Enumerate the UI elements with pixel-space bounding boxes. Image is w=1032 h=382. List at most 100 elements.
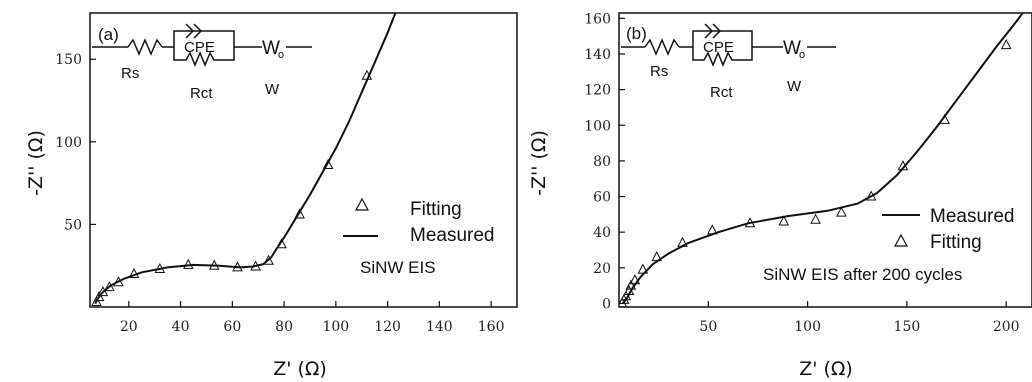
- panel-a-x-tick-label: 60: [223, 319, 241, 335]
- panel-a-fitting-point: [113, 276, 124, 287]
- panel-b-warburg-subscript: o: [799, 49, 805, 61]
- panel-a-y-tick-label: 50: [64, 217, 82, 233]
- panel-b-y-tick-label: 160: [584, 11, 611, 27]
- panel-b-plot-area: 50 100 150 200 0 20 40 60 80 100 120 140 160: [584, 11, 1032, 335]
- panel-b-warburg-element: W o: [783, 38, 805, 61]
- panel-a-rct-label: Rct: [190, 85, 213, 102]
- panel-b-fitting-point: [625, 279, 637, 290]
- panel-b-axes-frame: [618, 12, 1032, 308]
- panel-b-fitting-point: [677, 236, 688, 247]
- panel-b-rs-label: Rs: [650, 63, 668, 80]
- panel-b-fitting-point: [623, 284, 635, 295]
- panel-b-cpe-label: CPE: [703, 39, 734, 56]
- panel-b-legend-measured-label: Measured: [930, 206, 1015, 227]
- panel-a-y-tick-label: 100: [55, 135, 82, 151]
- panel-b-fitting-point: [744, 217, 756, 228]
- panel-b-fitting-point: [651, 251, 663, 262]
- panel-a-legend-fitting-label: Fitting: [410, 199, 462, 220]
- panel-b-fitting-point: [778, 215, 790, 226]
- panel-a-y-tick-label: 150: [55, 52, 82, 68]
- panel-b-y-tick-label: 80: [593, 154, 611, 170]
- panel-b-fitting-point: [620, 290, 632, 301]
- panel-a-x-tick-label: 120: [374, 319, 401, 335]
- panel-b-fitting-point: [706, 224, 718, 235]
- panel-b-x-tick-label: 50: [699, 319, 717, 335]
- panel-b-y-tick-label: 0: [602, 296, 611, 312]
- panel-a-cpe-label: CPE: [184, 39, 215, 56]
- panel-a-fitting-point: [183, 258, 194, 269]
- panel-a-rct-bottom-branch: [173, 47, 235, 67]
- panel-a-fitting-point: [294, 208, 305, 219]
- panel-b-rs-resistor-zigzag: [644, 38, 680, 56]
- panel-a-data-layer: [91, 13, 397, 307]
- panel-a-circuit-diagram: [92, 23, 312, 67]
- panel-b-rct-bottom-branch: [692, 47, 753, 67]
- panel-a-x-tick-label: 100: [322, 319, 349, 335]
- panel-b-fitting-point: [836, 206, 847, 217]
- panel-b-legend-fitting-label: Fitting: [930, 232, 982, 253]
- panel-a-fitting-point: [250, 260, 261, 271]
- panel-a-fitting-point: [97, 286, 109, 297]
- panel-b-fitting-point: [629, 274, 641, 285]
- panel-b-fitting-point: [865, 190, 877, 201]
- panel-b-warburg-symbol: W: [783, 38, 801, 59]
- panel-a-fitting-point: [232, 261, 243, 272]
- panel-b-cpe-arrow: [704, 23, 722, 39]
- panel-a-x-tick-label: 80: [275, 319, 293, 335]
- panel-a-legend: Fitting Measured: [343, 197, 495, 246]
- panel-b-fitting-point: [897, 160, 909, 171]
- panel-b-warburg-label: W: [787, 78, 802, 95]
- panel-b-y-tick-label: 120: [584, 83, 611, 99]
- panel-a-fitting-point: [361, 69, 373, 80]
- panel-a-measured-line: [94, 13, 397, 305]
- panel-a-chart: 20 40 60 80 100 120 140 160 50 100 150 (a) CPE W o…: [25, 12, 518, 380]
- panel-a-cpe-arrow: [185, 23, 203, 39]
- panel-a-warburg-symbol: W: [262, 38, 280, 59]
- panel-a-fitting-point: [208, 259, 220, 270]
- panel-a-x-tick-label: 160: [478, 319, 505, 335]
- panel-a-warburg-element: W o: [262, 38, 284, 61]
- panel-a-warburg-subscript: o: [278, 49, 284, 61]
- panel-b-data-layer: [619, 13, 1024, 307]
- panel-a-rs-resistor-zigzag: [127, 38, 163, 56]
- panel-a-fitting-point: [128, 267, 140, 278]
- panel-a-x-tick-label: 40: [172, 319, 190, 335]
- panel-b-fitting-point: [810, 213, 821, 224]
- panel-a-fitting-point: [104, 281, 115, 292]
- panel-b-annotation: SiNW EIS after 200 cycles: [763, 265, 962, 284]
- panel-a-x-axis-title: Z' (Ω): [273, 358, 327, 380]
- panel-b-y-tick-label: 20: [593, 261, 611, 277]
- panel-b-legend-fitting-marker: [893, 233, 909, 247]
- panel-a-rs-label: Rs: [121, 65, 139, 82]
- panel-a-warburg-label: W: [265, 81, 280, 98]
- panel-a-label: (a): [98, 25, 119, 44]
- panel-a-axes-frame: [89, 12, 518, 308]
- panel-b-y-tick-label: 100: [584, 118, 611, 134]
- panel-b-x-tick-label: 150: [894, 319, 921, 335]
- panel-b-x-tick-label: 200: [993, 319, 1020, 335]
- panel-b-legend: Measured Fitting: [882, 206, 1015, 253]
- panel-a-x-tick-label: 140: [426, 319, 453, 335]
- panel-b-rct-label: Rct: [710, 84, 733, 101]
- panel-b-circuit-diagram: [621, 23, 836, 67]
- panel-b-label: (b): [626, 24, 647, 43]
- panel-b-y-tick-label: 40: [593, 225, 611, 241]
- panel-b-y-axis-title: -Z'' (Ω): [528, 130, 550, 196]
- panel-b-measured-line: [622, 13, 1024, 304]
- panel-b-x-tick-label: 100: [794, 319, 821, 335]
- panel-b-y-tick-label: 60: [593, 190, 611, 206]
- panel-b-x-axis-title: Z' (Ω): [799, 358, 853, 380]
- panel-a-fitting-point: [263, 254, 274, 265]
- panel-a-fitting-point: [91, 295, 102, 307]
- panel-a-fitting-point: [154, 262, 166, 274]
- panel-a-annotation: SiNW EIS: [360, 258, 436, 277]
- panel-b-chart: 50 100 150 200 0 20 40 60 80 100 120 140 160 (b) CPE…: [528, 11, 1032, 380]
- panel-b-fitting-point: [1000, 39, 1012, 50]
- panel-a-cpe-top-branch: [173, 30, 235, 47]
- panel-b-cpe-top-branch: [692, 30, 753, 47]
- panel-a-x-tick-label: 20: [120, 319, 138, 335]
- panel-a-y-axis-title: -Z'' (Ω): [25, 130, 47, 196]
- panel-b-y-tick-label: 140: [584, 47, 611, 63]
- panel-b-fitting-point: [939, 113, 950, 124]
